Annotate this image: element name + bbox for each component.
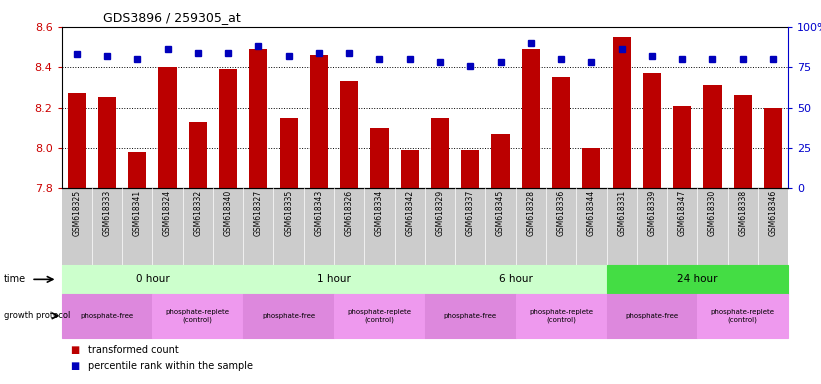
Bar	[279, 118, 298, 188]
Text: GSM618331: GSM618331	[617, 190, 626, 236]
Text: GSM618335: GSM618335	[284, 190, 293, 236]
Text: 24 hour: 24 hour	[677, 274, 718, 285]
Text: ■: ■	[70, 345, 79, 355]
Text: GSM618341: GSM618341	[133, 190, 142, 236]
Text: GDS3896 / 259305_at: GDS3896 / 259305_at	[103, 12, 241, 25]
Text: 1 hour: 1 hour	[317, 274, 351, 285]
Text: GSM618326: GSM618326	[345, 190, 354, 236]
Text: phosphate-replete
(control): phosphate-replete (control)	[529, 309, 593, 323]
Text: phosphate-free: phosphate-free	[443, 313, 497, 319]
Text: GSM618346: GSM618346	[768, 190, 777, 236]
Text: phosphate-free: phosphate-free	[262, 313, 315, 319]
Bar	[673, 106, 691, 188]
Text: phosphate-free: phosphate-free	[626, 313, 678, 319]
Text: GSM618330: GSM618330	[708, 190, 717, 236]
Text: GSM618325: GSM618325	[72, 190, 81, 236]
Bar	[522, 49, 540, 188]
Text: GSM618328: GSM618328	[526, 190, 535, 236]
Text: phosphate-replete
(control): phosphate-replete (control)	[166, 309, 230, 323]
Text: GSM618336: GSM618336	[557, 190, 566, 236]
Bar	[582, 148, 600, 188]
Bar	[98, 98, 116, 188]
Text: percentile rank within the sample: percentile rank within the sample	[88, 361, 253, 371]
Text: GSM618343: GSM618343	[314, 190, 323, 236]
Bar	[492, 134, 510, 188]
Text: GSM618342: GSM618342	[406, 190, 415, 236]
Text: phosphate-replete
(control): phosphate-replete (control)	[347, 309, 411, 323]
Text: GSM618333: GSM618333	[103, 190, 112, 236]
Bar	[401, 150, 419, 188]
Bar	[370, 127, 388, 188]
Text: GSM618327: GSM618327	[254, 190, 263, 236]
Text: GSM618334: GSM618334	[375, 190, 384, 236]
Text: transformed count: transformed count	[88, 345, 179, 355]
Text: 0 hour: 0 hour	[135, 274, 169, 285]
Bar	[643, 73, 661, 188]
Text: GSM618339: GSM618339	[648, 190, 657, 236]
Text: ■: ■	[70, 361, 79, 371]
Text: growth protocol: growth protocol	[4, 311, 71, 320]
Text: GSM618340: GSM618340	[223, 190, 232, 236]
Text: phosphate-replete
(control): phosphate-replete (control)	[711, 309, 775, 323]
Bar	[612, 37, 631, 188]
Bar	[461, 150, 479, 188]
Bar	[310, 55, 328, 188]
Bar	[128, 152, 146, 188]
Bar	[189, 122, 207, 188]
Bar	[734, 95, 752, 188]
Text: time: time	[4, 274, 26, 285]
Text: 6 hour: 6 hour	[498, 274, 533, 285]
Bar	[250, 49, 268, 188]
Text: GSM618332: GSM618332	[193, 190, 202, 236]
Text: GSM618347: GSM618347	[677, 190, 686, 236]
Bar	[340, 81, 358, 188]
Bar	[552, 77, 570, 188]
Text: GSM618345: GSM618345	[496, 190, 505, 236]
Bar	[67, 93, 85, 188]
Bar	[158, 67, 177, 188]
Bar	[219, 69, 237, 188]
Bar	[431, 118, 449, 188]
Bar	[764, 108, 782, 188]
Text: GSM618324: GSM618324	[163, 190, 172, 236]
Text: GSM618329: GSM618329	[435, 190, 444, 236]
Text: GSM618337: GSM618337	[466, 190, 475, 236]
Text: phosphate-free: phosphate-free	[80, 313, 134, 319]
Text: GSM618344: GSM618344	[587, 190, 596, 236]
Text: GSM618338: GSM618338	[738, 190, 747, 236]
Bar	[704, 85, 722, 188]
